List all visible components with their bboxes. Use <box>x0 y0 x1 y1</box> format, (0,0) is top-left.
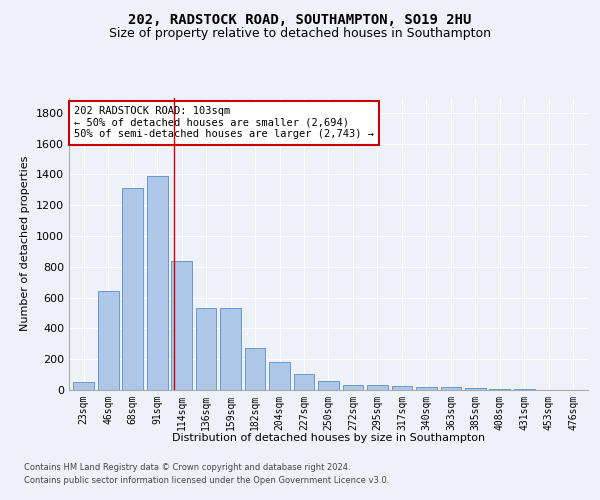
Bar <box>318 381 339 390</box>
Text: Size of property relative to detached houses in Southampton: Size of property relative to detached ho… <box>109 28 491 40</box>
Bar <box>245 348 265 390</box>
Bar <box>122 188 143 390</box>
Bar <box>171 260 192 390</box>
Bar <box>269 362 290 390</box>
Bar <box>293 374 314 390</box>
Bar <box>196 308 217 390</box>
Bar <box>392 386 412 390</box>
Bar <box>465 388 486 390</box>
Text: 202 RADSTOCK ROAD: 103sqm
← 50% of detached houses are smaller (2,694)
50% of se: 202 RADSTOCK ROAD: 103sqm ← 50% of detac… <box>74 106 374 140</box>
Bar <box>73 382 94 390</box>
Bar <box>514 389 535 390</box>
Bar <box>490 389 510 390</box>
X-axis label: Distribution of detached houses by size in Southampton: Distribution of detached houses by size … <box>172 433 485 443</box>
Bar <box>147 176 167 390</box>
Bar <box>367 386 388 390</box>
Bar <box>220 308 241 390</box>
Bar <box>416 387 437 390</box>
Text: Contains public sector information licensed under the Open Government Licence v3: Contains public sector information licen… <box>24 476 389 485</box>
Text: 202, RADSTOCK ROAD, SOUTHAMPTON, SO19 2HU: 202, RADSTOCK ROAD, SOUTHAMPTON, SO19 2H… <box>128 12 472 26</box>
Bar <box>440 387 461 390</box>
Bar <box>343 386 364 390</box>
Bar <box>98 292 119 390</box>
Y-axis label: Number of detached properties: Number of detached properties <box>20 156 31 332</box>
Text: Contains HM Land Registry data © Crown copyright and database right 2024.: Contains HM Land Registry data © Crown c… <box>24 464 350 472</box>
